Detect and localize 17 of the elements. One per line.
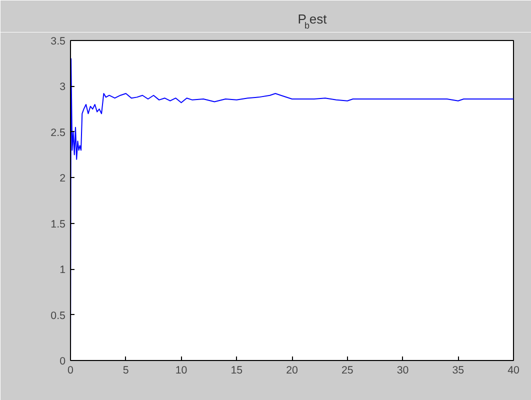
- x-tick-label: 35: [452, 364, 464, 376]
- x-tick-label: 15: [230, 364, 243, 376]
- y-tick-label: 3: [60, 81, 66, 94]
- x-tick-label: 0: [68, 364, 74, 376]
- x-tick-label: 10: [175, 364, 188, 376]
- y-tick-label: 1: [60, 264, 66, 276]
- y-tick-label: 0: [60, 356, 66, 368]
- y-tick-label: 3.5: [50, 36, 66, 48]
- x-tick-label: 40: [508, 364, 520, 376]
- x-tick-label: 25: [341, 364, 354, 376]
- x-tick-label: 30: [396, 364, 409, 376]
- y-tick-label: 1.5: [50, 218, 66, 230]
- y-tick-label: 2.5: [50, 126, 66, 139]
- y-tick-label: 2: [60, 172, 66, 185]
- x-tick-label: 5: [122, 364, 129, 376]
- y-tick-label: 0.5: [50, 310, 66, 322]
- x-tick-label: 20: [286, 364, 298, 376]
